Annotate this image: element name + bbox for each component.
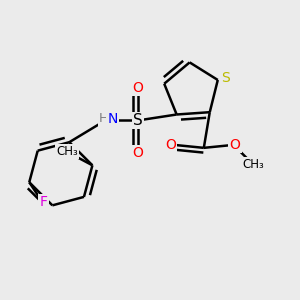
Text: S: S — [133, 113, 143, 128]
Text: CH₃: CH₃ — [242, 158, 264, 171]
Text: N: N — [108, 112, 118, 126]
Text: CH₃: CH₃ — [56, 146, 78, 158]
Text: O: O — [165, 138, 176, 152]
Text: O: O — [133, 81, 143, 95]
Text: S: S — [221, 70, 230, 85]
Text: O: O — [133, 146, 143, 160]
Text: H: H — [99, 112, 109, 125]
Text: O: O — [230, 138, 241, 152]
Text: F: F — [40, 196, 47, 209]
